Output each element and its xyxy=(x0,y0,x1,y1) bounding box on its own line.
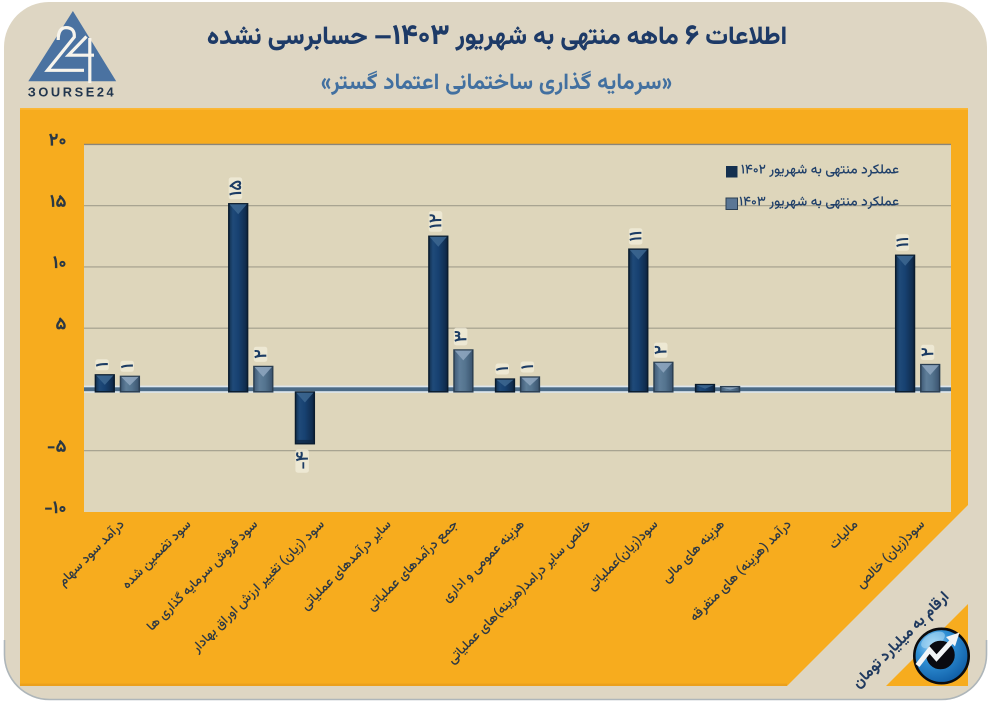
svg-text:ЗOURSE24: ЗOURSE24 xyxy=(28,85,117,100)
